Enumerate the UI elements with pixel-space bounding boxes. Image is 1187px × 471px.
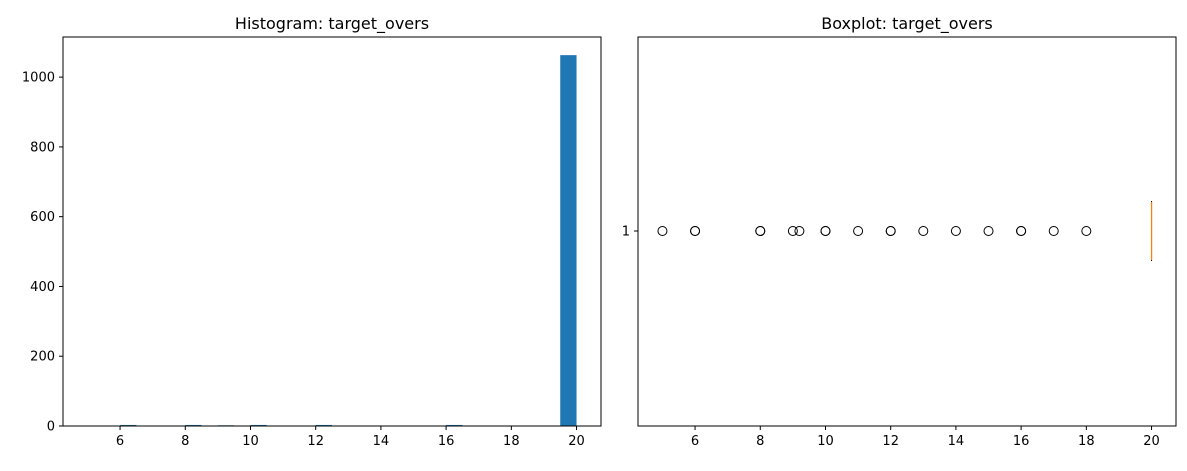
- boxplot-outlier: [919, 227, 928, 236]
- boxplot-outlier: [1082, 227, 1091, 236]
- boxplot-outlier: [1017, 227, 1026, 236]
- histogram-x-tick-label: 18: [503, 434, 520, 449]
- boxplot-axes-frame: [638, 37, 1176, 426]
- histogram-y-tick-label: 200: [30, 350, 55, 365]
- histogram-y-tick-label: 600: [30, 210, 55, 225]
- histogram-x-tick-label: 6: [116, 434, 124, 449]
- histogram-x-tick-label: 12: [307, 434, 324, 449]
- boxplot-x-tick-label: 20: [1143, 434, 1160, 449]
- histogram-x-tick-label: 16: [438, 434, 455, 449]
- boxplot-x-tick-label: 10: [817, 434, 834, 449]
- histogram-x-axis: 6 8 10 12 14 16 18 20: [116, 426, 585, 449]
- boxplot-y-tick-label: 1: [622, 225, 630, 240]
- histogram-y-tick-label: 0: [47, 420, 55, 435]
- boxplot-x-tick-label: 16: [1013, 434, 1030, 449]
- boxplot-x-axis: 6 8 10 12 14 16 18 20: [691, 426, 1160, 449]
- histogram-y-axis: 0 200 400 600 800 1000: [22, 71, 63, 435]
- boxplot-outlier: [951, 227, 960, 236]
- boxplot-outlier: [1049, 227, 1058, 236]
- boxplot-outlier: [886, 227, 895, 236]
- boxplot-y-axis: 1: [622, 225, 638, 240]
- histogram-y-tick-label: 800: [30, 140, 55, 155]
- boxplot-outlier: [821, 227, 830, 236]
- histogram-axes-frame: [63, 37, 601, 426]
- histogram-bars: [87, 55, 576, 426]
- boxplot-outlier: [691, 227, 700, 236]
- boxplot-x-tick-label: 12: [882, 434, 899, 449]
- histogram-title: Histogram: target_overs: [235, 14, 429, 34]
- histogram-y-tick-label: 1000: [22, 71, 55, 86]
- boxplot-outlier: [854, 227, 863, 236]
- histogram-x-tick-label: 14: [373, 434, 390, 449]
- boxplot-title: Boxplot: target_overs: [821, 14, 993, 34]
- boxplot-x-tick-label: 18: [1078, 434, 1095, 449]
- boxplot-x-tick-label: 6: [691, 434, 699, 449]
- boxplot-marks: [658, 201, 1152, 261]
- boxplot-outlier: [756, 227, 765, 236]
- histogram-x-tick-label: 10: [242, 434, 259, 449]
- boxplot-outlier: [658, 227, 667, 236]
- boxplot-outlier: [795, 227, 804, 236]
- histogram-bar: [560, 55, 576, 426]
- histogram-x-tick-label: 20: [568, 434, 585, 449]
- histogram-panel: Histogram: target_overs 6 8 10 12 14 16 18 20 0…: [22, 14, 601, 449]
- boxplot-x-tick-label: 8: [756, 434, 764, 449]
- histogram-y-tick-label: 400: [30, 280, 55, 295]
- boxplot-panel: Boxplot: target_overs 6 8 10 12 14 16 18 20 1: [622, 14, 1176, 449]
- boxplot-outlier: [984, 227, 993, 236]
- boxplot-x-tick-label: 14: [948, 434, 965, 449]
- histogram-x-tick-label: 8: [181, 434, 189, 449]
